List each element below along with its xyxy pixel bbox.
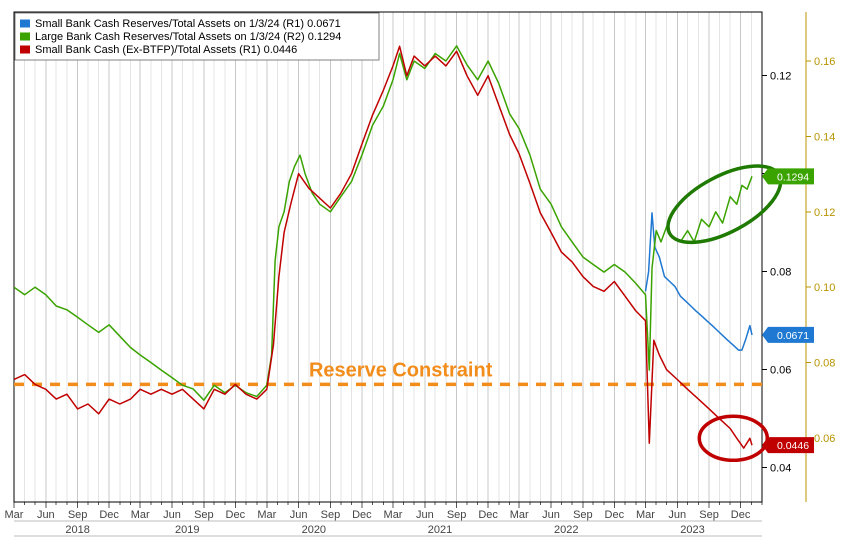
- svg-text:0.08: 0.08: [770, 267, 791, 279]
- legend-item-0: Small Bank Cash Reserves/Total Assets on…: [35, 18, 341, 30]
- svg-text:0.12: 0.12: [814, 207, 835, 219]
- svg-text:Jun: Jun: [668, 509, 686, 521]
- svg-text:Mar: Mar: [131, 509, 150, 521]
- svg-text:0.14: 0.14: [814, 131, 835, 143]
- svg-text:0.06: 0.06: [814, 433, 835, 445]
- svg-text:Sep: Sep: [194, 509, 214, 521]
- svg-text:Dec: Dec: [478, 509, 498, 521]
- svg-text:Jun: Jun: [290, 509, 308, 521]
- svg-text:0.06: 0.06: [770, 365, 791, 377]
- svg-text:Dec: Dec: [605, 509, 625, 521]
- svg-text:Mar: Mar: [384, 509, 403, 521]
- svg-text:0.1294: 0.1294: [777, 171, 809, 183]
- svg-text:0.16: 0.16: [814, 56, 835, 68]
- svg-text:Dec: Dec: [731, 509, 751, 521]
- svg-text:2019: 2019: [175, 524, 199, 536]
- svg-text:0.0446: 0.0446: [777, 440, 809, 452]
- svg-text:Dec: Dec: [99, 509, 119, 521]
- chart-container: Mar Jun Sep Dec Mar Jun Sep Dec Mar Jun Sep Dec Mar J…: [0, 0, 848, 547]
- svg-text:Sep: Sep: [573, 509, 593, 521]
- svg-text:Dec: Dec: [352, 509, 372, 521]
- svg-text:Mar: Mar: [257, 509, 276, 521]
- svg-text:2023: 2023: [680, 524, 704, 536]
- svg-text:Mar: Mar: [5, 509, 24, 521]
- svg-text:2022: 2022: [554, 524, 578, 536]
- svg-text:0.04: 0.04: [770, 463, 791, 475]
- svg-text:Dec: Dec: [226, 509, 246, 521]
- svg-text:0.0671: 0.0671: [777, 330, 809, 342]
- svg-text:Jun: Jun: [416, 509, 434, 521]
- svg-text:2020: 2020: [302, 524, 326, 536]
- svg-text:2021: 2021: [428, 524, 452, 536]
- svg-text:0.10: 0.10: [814, 282, 835, 294]
- svg-text:Jun: Jun: [542, 509, 560, 521]
- svg-text:Mar: Mar: [510, 509, 529, 521]
- svg-text:0.12: 0.12: [770, 71, 791, 83]
- svg-text:2018: 2018: [65, 524, 89, 536]
- svg-text:0.08: 0.08: [814, 358, 835, 370]
- legend-item-1: Large Bank Cash Reserves/Total Assets on…: [35, 31, 341, 43]
- svg-text:Sep: Sep: [68, 509, 88, 521]
- svg-text:Mar: Mar: [636, 509, 655, 521]
- svg-text:Sep: Sep: [699, 509, 719, 521]
- svg-text:Jun: Jun: [163, 509, 181, 521]
- reserve-constraint-label: Reserve Constraint: [309, 359, 493, 381]
- svg-text:Sep: Sep: [447, 509, 467, 521]
- svg-text:Jun: Jun: [37, 509, 55, 521]
- svg-text:Sep: Sep: [321, 509, 341, 521]
- legend-item-2: Small Bank Cash (Ex-BTFP)/Total Assets (…: [35, 44, 297, 56]
